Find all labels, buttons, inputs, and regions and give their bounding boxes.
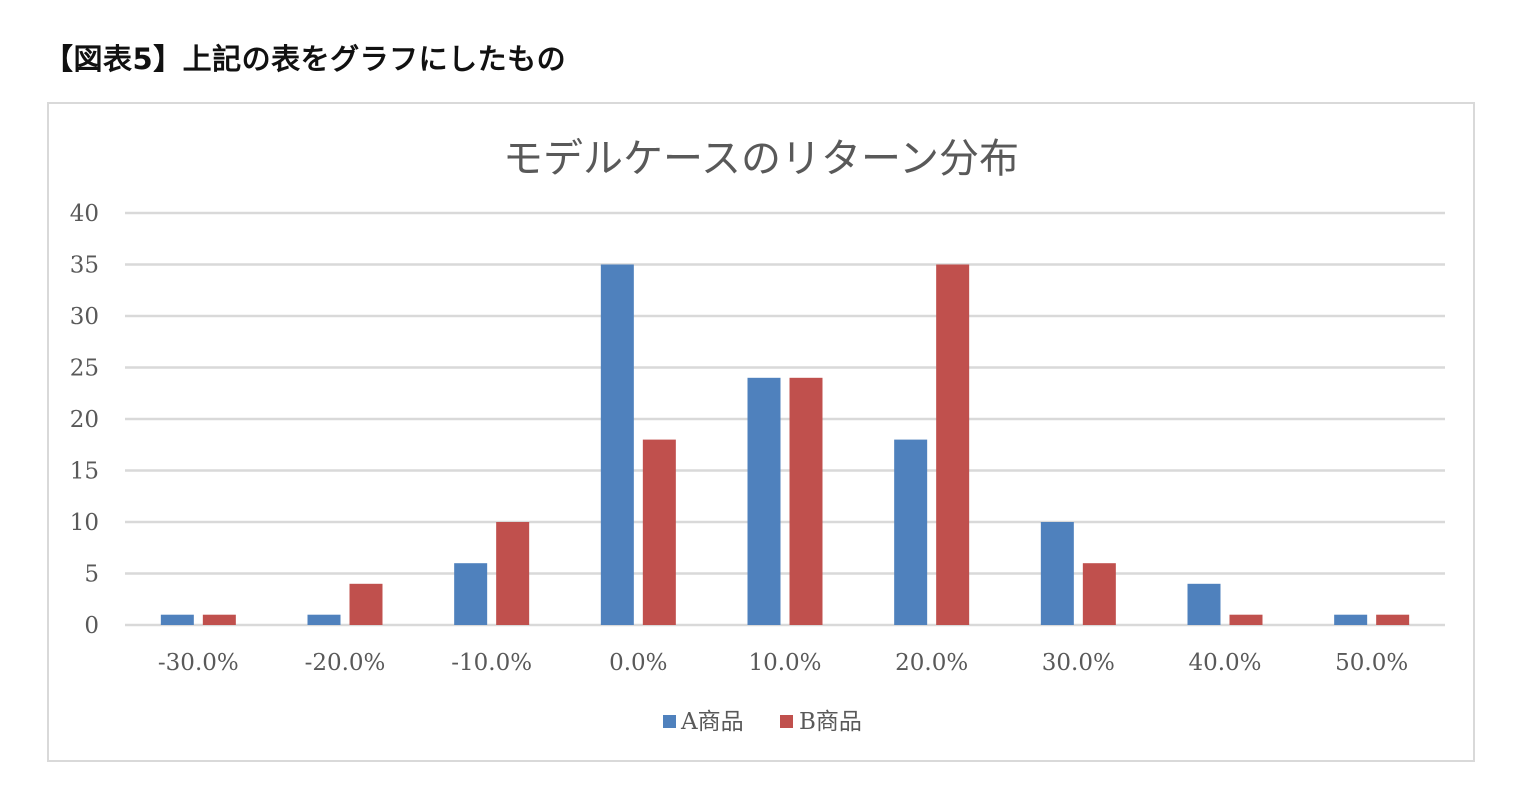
bar-b-1 <box>349 583 383 625</box>
bar-a-6 <box>1040 522 1074 625</box>
x-tick-label: 0.0% <box>609 650 667 676</box>
bar-a-7 <box>1187 583 1221 625</box>
y-tick-label: 25 <box>70 356 99 382</box>
x-tick-label: -10.0% <box>451 650 532 676</box>
x-tick-label: 20.0% <box>895 650 968 676</box>
x-tick-label: -20.0% <box>305 650 386 676</box>
x-tick-label: 30.0% <box>1042 650 1115 676</box>
bar-b-0 <box>202 614 236 625</box>
y-tick-label: 15 <box>70 459 99 485</box>
legend-label-a: A商品 <box>680 709 744 735</box>
legend-swatch-b <box>780 715 793 728</box>
bar-a-2 <box>454 563 488 625</box>
gridlines <box>125 211 1445 627</box>
bar-b-8 <box>1376 614 1410 625</box>
y-tick-label: 30 <box>70 304 99 330</box>
legend-label-b: B商品 <box>799 709 862 735</box>
bar-a-8 <box>1334 614 1368 625</box>
x-tick-label: 10.0% <box>748 650 821 676</box>
bar-b-2 <box>496 522 530 625</box>
x-axis-ticks: -30.0% -20.0% -10.0% 0.0% 10.0% 20.0% 30.0% 40.… <box>158 650 1408 676</box>
bar-a-4 <box>747 377 781 625</box>
bar-b-7 <box>1229 614 1263 625</box>
y-tick-label: 5 <box>84 562 99 588</box>
y-tick-label: 40 <box>70 201 99 227</box>
y-tick-label: 10 <box>70 510 99 536</box>
legend-swatch-a <box>663 715 676 728</box>
bar-a-1 <box>307 614 341 625</box>
chart-area: モデルケースのリターン分布 0 5 10 15 20 25 30 35 40 -30.0% -20… <box>47 102 1475 762</box>
chart-title: モデルケースのリターン分布 <box>503 136 1019 182</box>
bar-a-0 <box>160 614 194 625</box>
bar-a-3 <box>600 264 634 625</box>
y-tick-label: 0 <box>84 613 99 639</box>
bar-b-5 <box>936 264 970 625</box>
chart-svg: モデルケースのリターン分布 0 5 10 15 20 25 30 35 40 -30.0% -20… <box>70 136 1445 735</box>
x-tick-label: 50.0% <box>1335 650 1408 676</box>
figure-title: 【図表5】上記の表をグラフにしたもの <box>44 42 567 76</box>
bar-b-3 <box>642 439 676 625</box>
legend: A商品 B商品 <box>663 709 862 735</box>
bars <box>160 264 1410 625</box>
x-tick-label: -30.0% <box>158 650 239 676</box>
y-tick-label: 20 <box>70 407 99 433</box>
bar-a-5 <box>894 439 928 625</box>
bar-b-4 <box>789 377 823 625</box>
x-tick-label: 40.0% <box>1188 650 1261 676</box>
y-tick-label: 35 <box>70 253 99 279</box>
y-axis-ticks: 0 5 10 15 20 25 30 35 40 <box>70 201 99 639</box>
bar-b-6 <box>1082 563 1116 625</box>
